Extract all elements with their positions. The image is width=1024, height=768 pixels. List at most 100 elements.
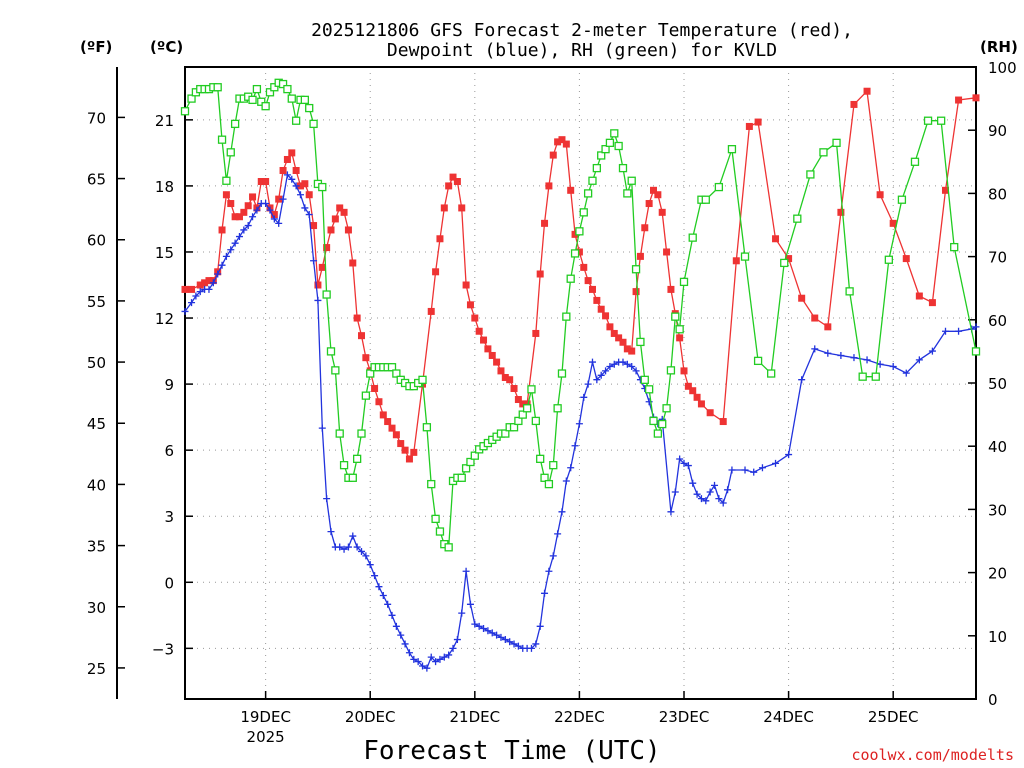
dewpoint-point (488, 629, 496, 637)
rh-point (806, 170, 815, 179)
rh-point (793, 214, 802, 223)
rh-unit-label: (RH) (980, 38, 1018, 56)
dewpoint-point (427, 653, 435, 661)
dewpoint-point (235, 233, 243, 241)
dewpoint-point (445, 651, 453, 659)
rh-point (780, 258, 789, 268)
rh-point (318, 182, 327, 192)
rh-point (222, 176, 231, 185)
rh-point (427, 479, 436, 489)
temperature-point (863, 87, 871, 95)
dewpoint-point (262, 200, 270, 208)
temperature-point (440, 204, 448, 212)
dewpoint-point (349, 532, 357, 540)
dewpoint-point (471, 620, 479, 628)
temperature-point (188, 285, 196, 293)
rh-point (767, 369, 776, 378)
x-tick-sublabel: 2025 (247, 728, 285, 746)
temperature-point (358, 332, 366, 340)
temperature-point (902, 255, 910, 263)
dewpoint-point (545, 567, 553, 575)
rh-point (522, 404, 532, 413)
temperature-point (676, 334, 684, 342)
dewpoint-point (419, 662, 427, 670)
temperature-point (249, 193, 257, 201)
dewpoint-point (305, 211, 313, 219)
dewpoint-point (623, 360, 631, 368)
temperature-point (401, 446, 409, 454)
rh-point (257, 97, 266, 106)
rh-point (392, 369, 401, 378)
rh-point (348, 473, 357, 482)
rh-point (601, 145, 610, 154)
rh-point (230, 119, 240, 129)
dewpoint-point (693, 490, 701, 498)
temperature-point (288, 149, 296, 157)
rh-point (418, 375, 427, 384)
dewpoint-point (275, 219, 283, 227)
rh-point (226, 148, 235, 157)
dewpoint-point (192, 292, 200, 300)
rh-point (714, 182, 724, 192)
temperature-point (941, 186, 949, 194)
rh-point (675, 325, 684, 334)
dewpoint-point (240, 226, 248, 234)
dewpoint-point (205, 285, 213, 293)
dewpoint-point (785, 451, 793, 459)
rh-point (832, 138, 841, 147)
dewpoint-point (837, 351, 845, 359)
dewpoint-point (371, 572, 379, 580)
temperature-point (689, 387, 697, 395)
rh-tick-label: 40 (988, 438, 1007, 456)
temperature-point (663, 248, 671, 256)
dewpoint-point (410, 655, 418, 663)
celsius-unit-label: (ºC) (150, 38, 183, 56)
fahrenheit-tick-label: 40 (87, 476, 106, 494)
temperature-point (510, 385, 518, 393)
temperature-point (244, 202, 252, 210)
dewpoint-point (715, 495, 723, 503)
temperature-point (323, 244, 331, 252)
rh-point (614, 141, 623, 151)
fahrenheit-tick-label: 70 (87, 109, 106, 127)
temperature-point (375, 398, 383, 406)
rh-tick-label: 10 (988, 628, 1007, 646)
temperature-point (680, 367, 688, 375)
dewpoint-point (323, 495, 331, 503)
rh-point (653, 429, 663, 438)
temperature-point (379, 411, 387, 419)
temperature-point (593, 296, 601, 304)
temperature-point (310, 222, 318, 230)
temperature-point (218, 226, 226, 234)
dewpoint-point (684, 462, 692, 470)
rh-point (553, 404, 562, 413)
dewpoint-point (772, 459, 780, 467)
dewpoint-point (610, 360, 618, 368)
temperature-point (270, 211, 278, 219)
temperature-point (466, 301, 474, 309)
dewpoint-point (562, 477, 570, 485)
dewpoint-point (266, 206, 274, 214)
dewpoint-point (671, 488, 679, 496)
rh-tick-label: 100 (988, 59, 1017, 77)
temperature-point (955, 96, 963, 104)
dewpoint-point (575, 420, 583, 428)
rh-point (845, 287, 854, 296)
dewpoint-point (423, 664, 431, 672)
dewpoint-point (227, 246, 235, 254)
dewpoint-point (270, 215, 278, 223)
rh-point (570, 249, 580, 258)
rh-point (252, 84, 262, 94)
dewpoint-point (941, 327, 949, 335)
plot-frame (184, 66, 977, 700)
dewpoint-point (181, 307, 189, 315)
rh-point (387, 363, 397, 372)
temperature-point (340, 208, 348, 216)
dewpoint-point (358, 547, 366, 555)
dewpoint-point (336, 543, 344, 551)
temperature-point (972, 94, 980, 102)
rh-point (265, 88, 275, 97)
temperature-point (305, 191, 313, 199)
rh-point (936, 116, 946, 125)
rh-point (540, 473, 549, 482)
